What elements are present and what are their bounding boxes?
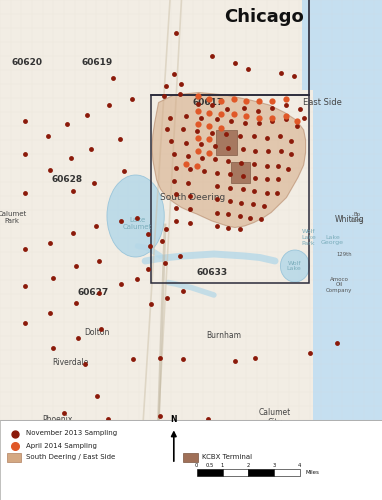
Ellipse shape (107, 175, 164, 257)
Text: Wolf
Lake: Wolf Lake (287, 260, 301, 272)
Text: 4: 4 (298, 463, 301, 468)
Text: South
Holland: South Holland (84, 451, 111, 464)
FancyBboxPatch shape (274, 469, 300, 476)
Text: Amoco
Oil
Company: Amoco Oil Company (326, 276, 353, 293)
Text: Bp
Com.: Bp Com. (350, 212, 364, 223)
Text: Riverdale: Riverdale (52, 358, 89, 367)
Polygon shape (152, 92, 306, 228)
Text: South Deering / East Side: South Deering / East Side (26, 454, 115, 460)
Text: South Deering: South Deering (160, 193, 225, 202)
Text: 0: 0 (195, 463, 198, 468)
FancyBboxPatch shape (216, 130, 237, 155)
Text: KCBX Terminal: KCBX Terminal (202, 454, 253, 460)
FancyBboxPatch shape (7, 452, 21, 462)
Text: 60633: 60633 (196, 268, 228, 277)
Text: Whiting: Whiting (335, 216, 364, 224)
FancyBboxPatch shape (302, 0, 382, 90)
Text: N: N (170, 415, 177, 424)
Text: April 2014 Sampling: April 2014 Sampling (26, 443, 97, 449)
Text: November 2013 Sampling: November 2013 Sampling (26, 430, 117, 436)
Text: Harvey: Harvey (21, 448, 48, 457)
Text: 129th: 129th (336, 252, 351, 258)
Text: 0.5: 0.5 (206, 463, 214, 468)
Text: 3: 3 (272, 463, 276, 468)
Text: Wolf
Lake
Park: Wolf Lake Park (301, 229, 316, 246)
FancyBboxPatch shape (223, 469, 248, 476)
Text: 1: 1 (221, 463, 224, 468)
Ellipse shape (280, 250, 309, 282)
Text: 60620: 60620 (11, 58, 42, 67)
Text: Hammond: Hammond (316, 448, 356, 457)
FancyBboxPatch shape (197, 469, 223, 476)
Text: 60617: 60617 (193, 98, 224, 107)
Text: Miles: Miles (306, 470, 319, 475)
Text: 60627: 60627 (78, 288, 109, 297)
Text: East Side: East Side (303, 98, 342, 107)
Text: Burnham: Burnham (206, 330, 241, 340)
Text: 2: 2 (247, 463, 250, 468)
Text: Chicago: Chicago (224, 8, 303, 26)
FancyBboxPatch shape (231, 162, 250, 182)
FancyBboxPatch shape (0, 0, 382, 420)
Text: Calumet
City: Calumet City (259, 408, 291, 427)
FancyBboxPatch shape (248, 469, 274, 476)
FancyBboxPatch shape (183, 452, 198, 462)
FancyBboxPatch shape (0, 420, 382, 500)
Text: 60619: 60619 (82, 58, 113, 67)
FancyBboxPatch shape (313, 0, 382, 500)
Text: Lake
George: Lake George (321, 234, 344, 246)
Text: Calumet
Park: Calumet Park (0, 211, 27, 224)
Text: Phoenix: Phoenix (42, 416, 73, 424)
Text: Dolton: Dolton (85, 328, 110, 337)
Text: Lake
Calumet: Lake Calumet (123, 217, 152, 230)
Text: 60628: 60628 (51, 176, 83, 184)
